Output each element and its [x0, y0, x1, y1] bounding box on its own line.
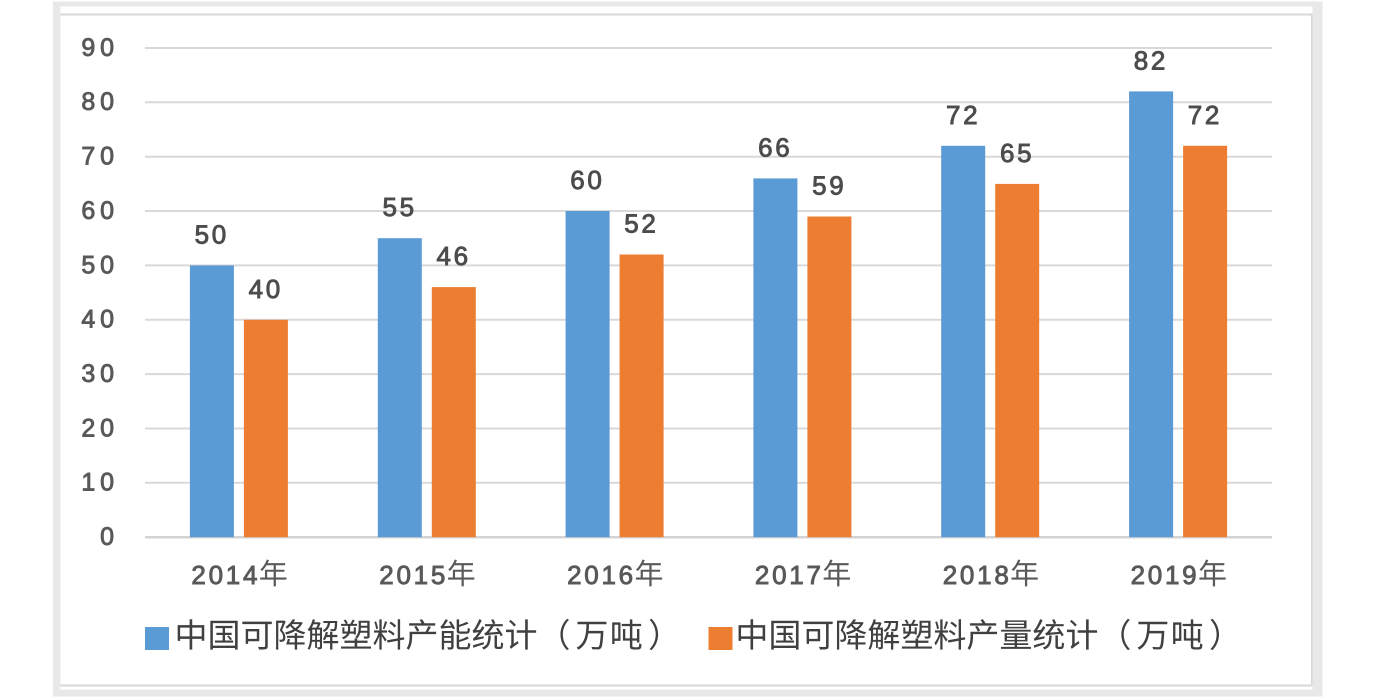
- svg-text:0: 0: [100, 306, 114, 334]
- svg-text:7: 7: [81, 143, 95, 171]
- svg-text:4: 4: [436, 241, 450, 271]
- svg-text:1: 1: [977, 560, 991, 590]
- svg-text:5: 5: [431, 560, 445, 590]
- svg-text:0: 0: [100, 414, 114, 442]
- svg-text:0: 0: [100, 143, 114, 171]
- svg-text:0: 0: [396, 560, 410, 590]
- svg-text:5: 5: [195, 219, 209, 249]
- svg-text:1: 1: [601, 560, 615, 590]
- svg-text:0: 0: [266, 274, 280, 304]
- svg-text:0: 0: [100, 197, 114, 225]
- svg-text:2: 2: [1131, 560, 1145, 590]
- svg-text:2: 2: [81, 414, 95, 442]
- svg-text:6: 6: [758, 132, 772, 162]
- svg-text:2: 2: [963, 100, 977, 130]
- svg-text:9: 9: [1182, 560, 1196, 590]
- svg-text:1: 1: [81, 469, 95, 497]
- svg-text:0: 0: [960, 560, 974, 590]
- svg-text:6: 6: [570, 165, 584, 195]
- svg-text:2: 2: [641, 209, 655, 239]
- svg-text:1: 1: [414, 560, 428, 590]
- svg-text:2: 2: [567, 560, 581, 590]
- svg-text:7: 7: [806, 560, 820, 590]
- svg-text:5: 5: [812, 171, 826, 201]
- svg-text:9: 9: [81, 34, 95, 62]
- svg-text:5: 5: [382, 192, 396, 222]
- svg-text:0: 0: [212, 219, 226, 249]
- svg-text:7: 7: [946, 100, 960, 130]
- svg-text:8: 8: [1134, 45, 1148, 75]
- svg-text:0: 0: [100, 360, 114, 388]
- svg-text:3: 3: [81, 360, 95, 388]
- svg-text:5: 5: [1017, 138, 1031, 168]
- svg-text:2: 2: [191, 560, 205, 590]
- svg-text:2: 2: [1151, 45, 1165, 75]
- svg-text:7: 7: [1188, 100, 1202, 130]
- svg-text:8: 8: [81, 88, 95, 116]
- svg-text:0: 0: [209, 560, 223, 590]
- svg-text:4: 4: [243, 560, 257, 590]
- svg-text:2: 2: [1205, 100, 1219, 130]
- svg-text:0: 0: [100, 469, 114, 497]
- svg-text:4: 4: [249, 274, 263, 304]
- svg-text:0: 0: [772, 560, 786, 590]
- svg-text:9: 9: [829, 171, 843, 201]
- svg-text:2: 2: [755, 560, 769, 590]
- svg-text:1: 1: [1165, 560, 1179, 590]
- svg-text:6: 6: [81, 197, 95, 225]
- svg-text:6: 6: [775, 132, 789, 162]
- svg-text:5: 5: [624, 209, 638, 239]
- svg-text:1: 1: [226, 560, 240, 590]
- svg-text:2: 2: [379, 560, 393, 590]
- svg-text:6: 6: [454, 241, 468, 271]
- svg-text:1: 1: [789, 560, 803, 590]
- svg-text:5: 5: [81, 251, 95, 279]
- svg-text:0: 0: [584, 560, 598, 590]
- svg-text:0: 0: [100, 251, 114, 279]
- svg-text:0: 0: [100, 523, 114, 551]
- svg-text:0: 0: [100, 88, 114, 116]
- svg-text:6: 6: [1000, 138, 1014, 168]
- svg-text:2: 2: [943, 560, 957, 590]
- svg-text:6: 6: [619, 560, 633, 590]
- svg-text:5: 5: [400, 192, 414, 222]
- svg-text:0: 0: [1148, 560, 1162, 590]
- svg-text:0: 0: [100, 34, 114, 62]
- svg-text:8: 8: [994, 560, 1008, 590]
- svg-text:0: 0: [587, 165, 601, 195]
- svg-text:4: 4: [81, 306, 95, 334]
